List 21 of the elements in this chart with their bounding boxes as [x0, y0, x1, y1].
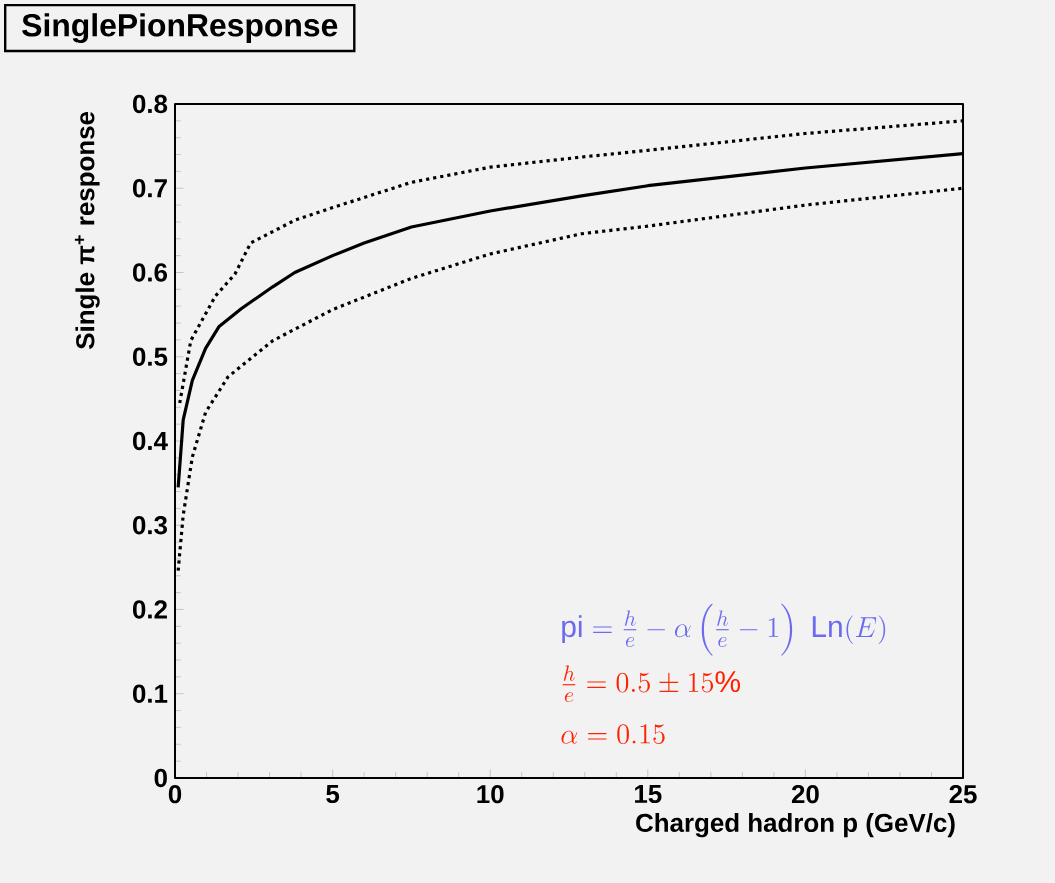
annotation: $\frac{h}{e} = 0.5 \pm 15\%$ [562, 665, 740, 703]
y-tick-label: 0.4 [132, 431, 168, 451]
y-tick-label: 0.3 [132, 516, 168, 535]
y-tick-label: 0 [154, 768, 167, 788]
y-tick-label: 0.6 [132, 263, 168, 282]
annotation: $\mathrm{pi} = \frac{h}{e} - \alpha\left(\frac{h}{e}-1\right)\ \mathrm{Ln}(E)$ [562, 603, 886, 656]
x-tick-label: 10 [477, 785, 504, 804]
y-tick-label: 0.2 [132, 600, 167, 619]
annotation: $\alpha = 0.15$ [561, 724, 665, 745]
x-axis-title: Charged hadron p (GeV/c) [636, 813, 955, 838]
chart-title: SinglePionResponse [22, 13, 338, 44]
y-tick-label: 0.7 [132, 179, 167, 198]
y-tick-label: 0.5 [132, 347, 168, 366]
x-tick-label: 5 [326, 785, 340, 804]
x-tick-label: 20 [791, 785, 819, 804]
y-tick-label: 0.8 [132, 94, 168, 114]
x-tick-label: 0 [168, 785, 182, 804]
y-tick-label: 0.1 [132, 684, 168, 703]
x-tick-label: 15 [635, 785, 662, 804]
y-axis-title: Single π$^{+}$ response [74, 111, 100, 349]
x-tick-label: 25 [949, 785, 977, 804]
